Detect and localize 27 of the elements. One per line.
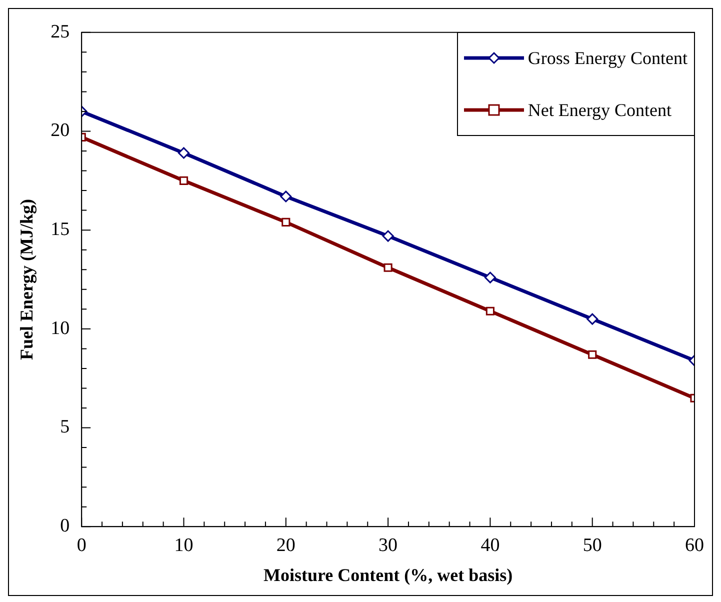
point bbox=[384, 263, 392, 272]
x-tick-label: 30 bbox=[378, 534, 398, 556]
point bbox=[282, 218, 290, 226]
y-tick-label: 15 bbox=[50, 219, 70, 240]
x-tick-label: 60 bbox=[685, 534, 704, 556]
point bbox=[280, 190, 292, 202]
x-tick-label: 10 bbox=[174, 534, 194, 556]
point bbox=[382, 230, 394, 242]
x-tick-label: 0 bbox=[76, 534, 86, 556]
x-axis-title: Moisture Content (%, wet basis) bbox=[263, 564, 513, 585]
point bbox=[484, 272, 496, 284]
x-tick-label: 50 bbox=[582, 534, 602, 556]
y-axis-title: Fuel Energy (MJ/kg) bbox=[16, 199, 36, 360]
legend-label: Gross Energy Content bbox=[528, 48, 688, 69]
x-tick-label: 20 bbox=[276, 534, 296, 556]
y-tick-label: 25 bbox=[50, 21, 70, 42]
y-tick-label: 0 bbox=[60, 516, 70, 537]
y-tick-label: 10 bbox=[50, 318, 70, 339]
point bbox=[486, 306, 494, 316]
point bbox=[179, 176, 188, 185]
point bbox=[588, 350, 597, 359]
x-tick-label: 40 bbox=[480, 534, 500, 556]
point bbox=[178, 147, 190, 159]
point bbox=[586, 313, 598, 325]
y-tick-label: 20 bbox=[50, 120, 70, 142]
legend-label: Net Energy Content bbox=[528, 100, 672, 121]
y-tick-label: 5 bbox=[60, 416, 70, 438]
